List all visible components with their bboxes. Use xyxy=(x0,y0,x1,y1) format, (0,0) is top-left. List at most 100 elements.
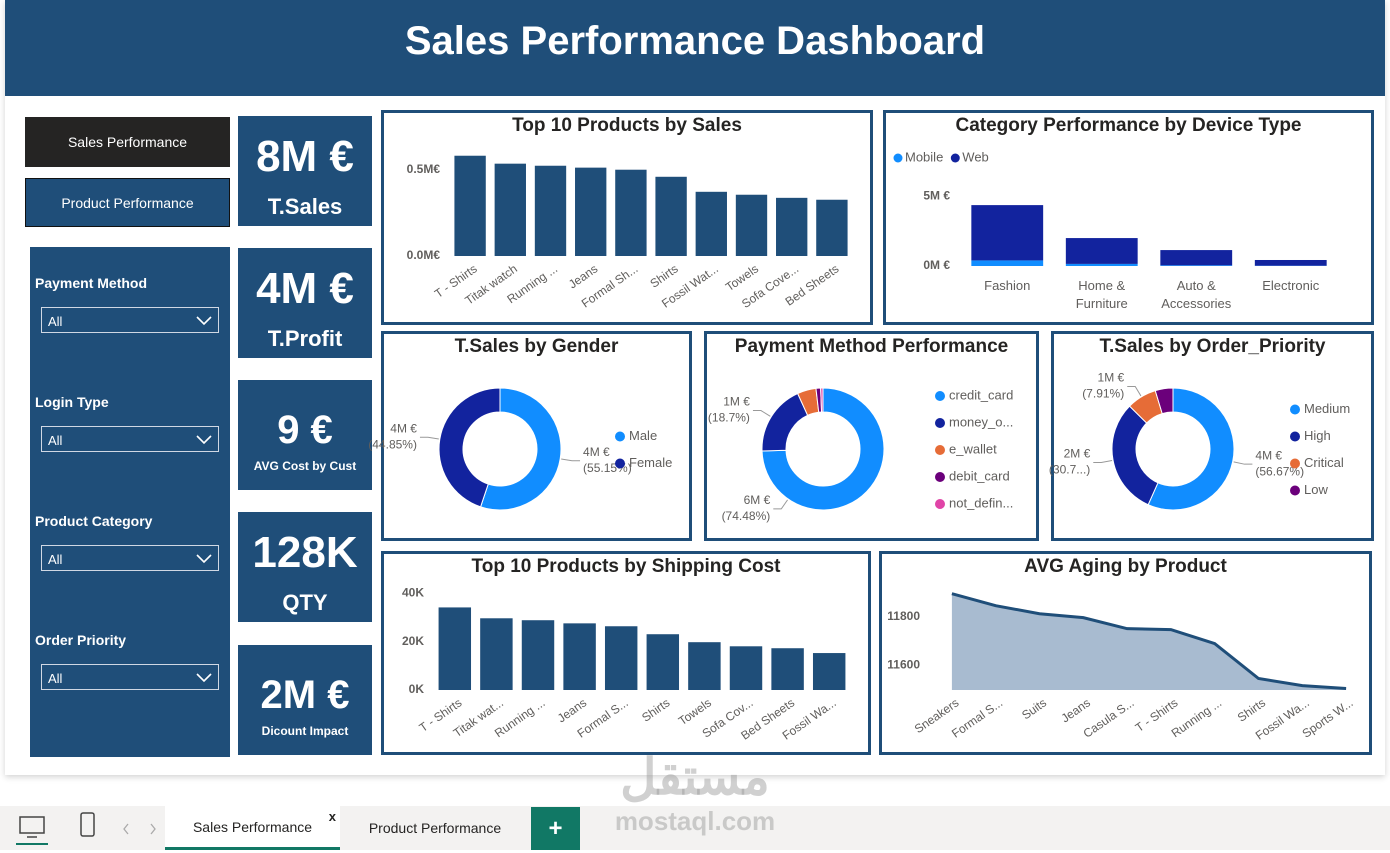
dropdown[interactable]: All xyxy=(41,664,219,690)
legend-marker xyxy=(615,458,625,469)
kpi-label: AVG Cost by Cust xyxy=(253,459,357,473)
legend-label: not_defin... xyxy=(949,495,1013,510)
data-label: (74.48%) xyxy=(722,509,771,523)
bar xyxy=(534,165,567,256)
chart: T.Sales by Order_Priority 4M € (56.67%) 2M … xyxy=(1049,336,1350,511)
donut-slice xyxy=(820,387,824,413)
donut-slice xyxy=(761,392,809,452)
dropdown-value: All xyxy=(48,671,63,686)
nav-button[interactable]: Product Performance xyxy=(25,178,230,227)
close-tab[interactable]: x xyxy=(328,809,336,824)
data-label-amount: 1M € xyxy=(1098,371,1125,385)
chart-title: T.Sales by Order_Priority xyxy=(1100,336,1326,357)
donut-slice xyxy=(1111,405,1159,506)
dropdown-value: All xyxy=(48,314,63,329)
area xyxy=(951,593,1347,690)
x-tick-label: Electronic xyxy=(1262,278,1320,293)
leader-line xyxy=(419,436,439,440)
data-label-amount: 4M € xyxy=(390,421,417,435)
leader-line xyxy=(752,410,771,417)
donut-slice xyxy=(438,387,501,508)
kpi-card: 4M € T.Profit xyxy=(238,248,372,358)
bar-segment xyxy=(1160,265,1233,266)
chart-title: Top 10 Products by Sales xyxy=(512,115,742,136)
bar xyxy=(575,167,607,256)
bar xyxy=(494,163,526,256)
chart-panel: Top 10 Products by Sales 0.0M€ 0.5M€ T - Sh… xyxy=(381,110,873,325)
bar xyxy=(521,620,555,690)
x-tick-label: Jeans xyxy=(555,696,589,726)
legend-marker xyxy=(893,153,903,163)
legend-marker xyxy=(935,418,945,428)
bar xyxy=(480,618,513,690)
kpi-label: T.Sales xyxy=(267,194,343,219)
chevron xyxy=(196,435,212,445)
desktop-icon xyxy=(19,816,45,834)
donut-slice xyxy=(479,387,562,511)
filter-panel: Payment Method All Login Type All Product Ca… xyxy=(30,247,230,757)
data-label-amount: 1M € xyxy=(723,395,750,409)
icon xyxy=(196,673,212,683)
leader-line xyxy=(1093,460,1113,464)
x-tick-label: Auto & Accessories xyxy=(1161,278,1232,311)
dropdown-value: All xyxy=(48,433,63,448)
legend-label: Medium xyxy=(1304,401,1350,416)
bar xyxy=(615,169,647,256)
phone-icon xyxy=(80,812,95,837)
data-label: (30.7...) xyxy=(1049,463,1090,477)
header-title: Sales Performance Dashboard xyxy=(5,0,1385,96)
legend-marker xyxy=(1290,431,1300,442)
leader-line xyxy=(773,499,788,510)
active-indicator xyxy=(16,843,48,845)
chart-panel: T.Sales by Gender 4M € (55.15%) 4M € (44.85%… xyxy=(368,331,692,541)
chart: AVG Aging by Product1160011800SneakersFo… xyxy=(887,556,1355,743)
filter-label: Payment Method xyxy=(35,275,148,291)
legend-marker xyxy=(935,472,945,482)
line xyxy=(951,592,1347,691)
chart-panel: T.Sales by Order_Priority 4M € (56.67%) 2M … xyxy=(1049,331,1374,541)
chevron xyxy=(196,673,212,683)
bar-segment xyxy=(971,205,1044,261)
leader-line xyxy=(1233,461,1253,465)
legend-label: Mobile xyxy=(905,149,943,164)
chart: Top 10 Products by Shipping Cost 0K 20K 40K… xyxy=(402,556,846,743)
chevron xyxy=(196,554,212,564)
legend-marker xyxy=(1290,485,1300,496)
legend-label: Female xyxy=(629,455,672,470)
nav-button[interactable]: Sales Performance xyxy=(25,117,230,167)
bar xyxy=(812,653,846,690)
chevron xyxy=(196,316,212,326)
x-tick-label: Jeans xyxy=(1059,696,1093,726)
legend-marker xyxy=(1290,458,1300,469)
bar-segment xyxy=(1160,250,1233,266)
dropdown[interactable]: All xyxy=(41,307,219,333)
kpi-card: 2M € Dicount Impact xyxy=(238,645,372,755)
legend-label: Male xyxy=(629,428,657,443)
kpi-value: 4M € xyxy=(256,264,354,313)
bar xyxy=(776,197,808,256)
legend-marker xyxy=(950,153,960,163)
kpi-card: 9 € AVG Cost by Cust xyxy=(238,380,372,490)
dropdown[interactable]: All xyxy=(41,545,219,571)
data-label-amount: 6M € xyxy=(744,493,771,507)
leader-line xyxy=(561,458,581,462)
kpi-card: 8M € T.Sales xyxy=(238,116,372,226)
donut-slice xyxy=(761,387,885,511)
bar xyxy=(563,623,596,690)
filter-label: Order Priority xyxy=(35,632,127,648)
bar-segment xyxy=(971,260,1044,266)
y-tick-label: 0.0M€ xyxy=(407,248,441,262)
legend-label: Critical xyxy=(1304,455,1344,470)
bar xyxy=(771,648,804,690)
legend-label: money_o... xyxy=(949,414,1013,429)
x-tick-label: Home & Furniture xyxy=(1075,278,1128,311)
dropdown[interactable]: All xyxy=(41,426,219,452)
add-page[interactable]: + xyxy=(531,807,580,850)
page-tab[interactable]: Product Performance xyxy=(368,820,502,836)
page-tab[interactable]: Sales Performance x xyxy=(165,806,340,850)
bar xyxy=(729,646,763,690)
bar xyxy=(454,155,486,256)
bar xyxy=(438,607,472,690)
